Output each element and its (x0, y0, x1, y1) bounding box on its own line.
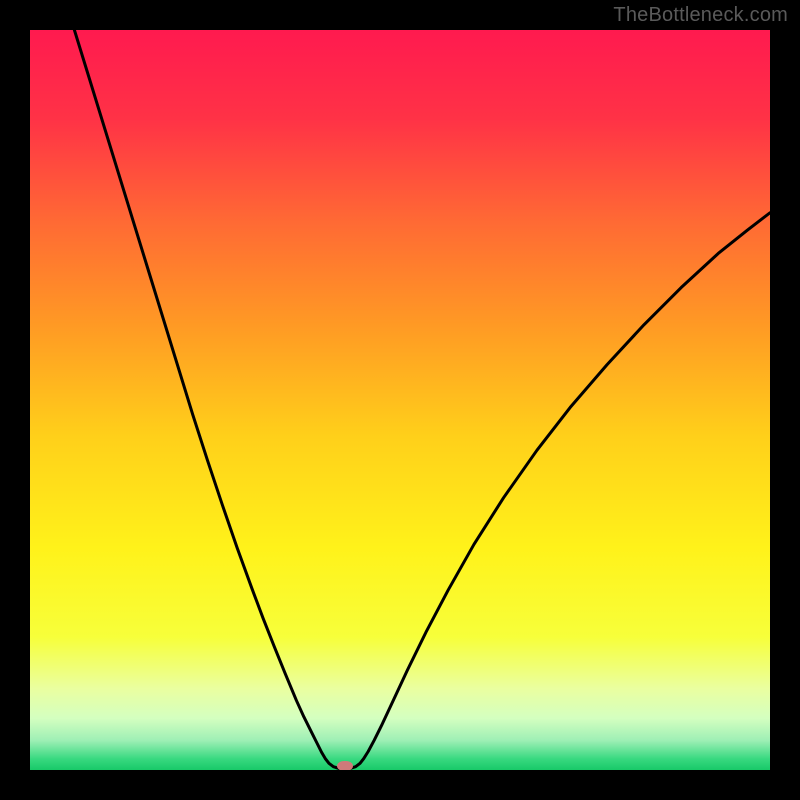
plot-area (30, 30, 770, 770)
plot-background (30, 30, 770, 770)
plot-svg (30, 30, 770, 770)
minimum-marker (337, 761, 353, 770)
watermark-text: TheBottleneck.com (613, 4, 788, 27)
